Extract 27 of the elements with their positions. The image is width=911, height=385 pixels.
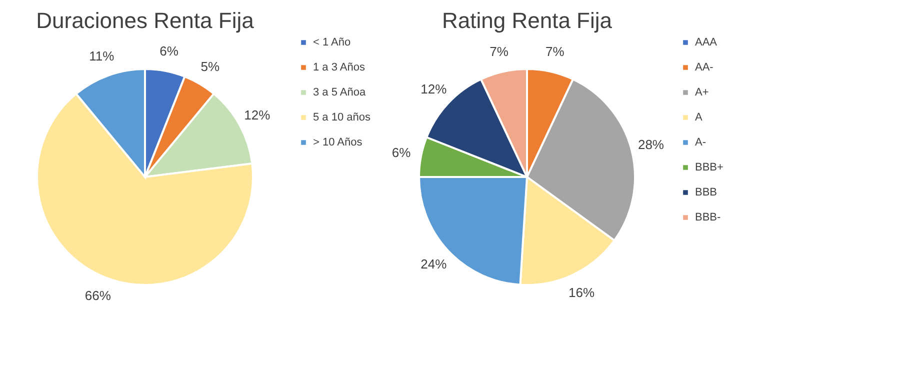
data-label: 66% [84,288,112,304]
data-label: 12% [420,81,448,96]
data-label: 5% [200,58,220,74]
legend-label: < 1 Año [313,36,351,48]
legend-label: AA- [695,62,714,74]
chart-title: Duraciones Renta Fija [36,8,255,33]
legend-label: 1 a 3 Años [313,62,366,74]
data-label: 24% [420,256,448,272]
data-label: 7% [490,44,509,60]
legend-label: A- [695,136,706,148]
data-label: 11% [89,48,115,64]
legend-label: BBB- [695,212,722,224]
chart-title: Rating Renta Fija [442,8,613,33]
legend-label: A+ [695,86,709,98]
legend-label: AAA [695,36,718,48]
legend-label: A [695,112,703,124]
data-label: 16% [568,284,595,300]
legend-label: 5 a 10 años [313,112,371,124]
data-label: 6% [160,43,179,58]
legend-label: 3 a 5 Añoa [313,86,366,98]
data-label: 6% [392,145,412,160]
legend-label: BBB+ [695,162,724,174]
data-label: 12% [244,107,271,122]
data-label: 7% [546,44,565,60]
data-label: 28% [638,137,664,152]
legend-label: > 10 Años [313,136,363,148]
legend-label: BBB [695,186,718,198]
